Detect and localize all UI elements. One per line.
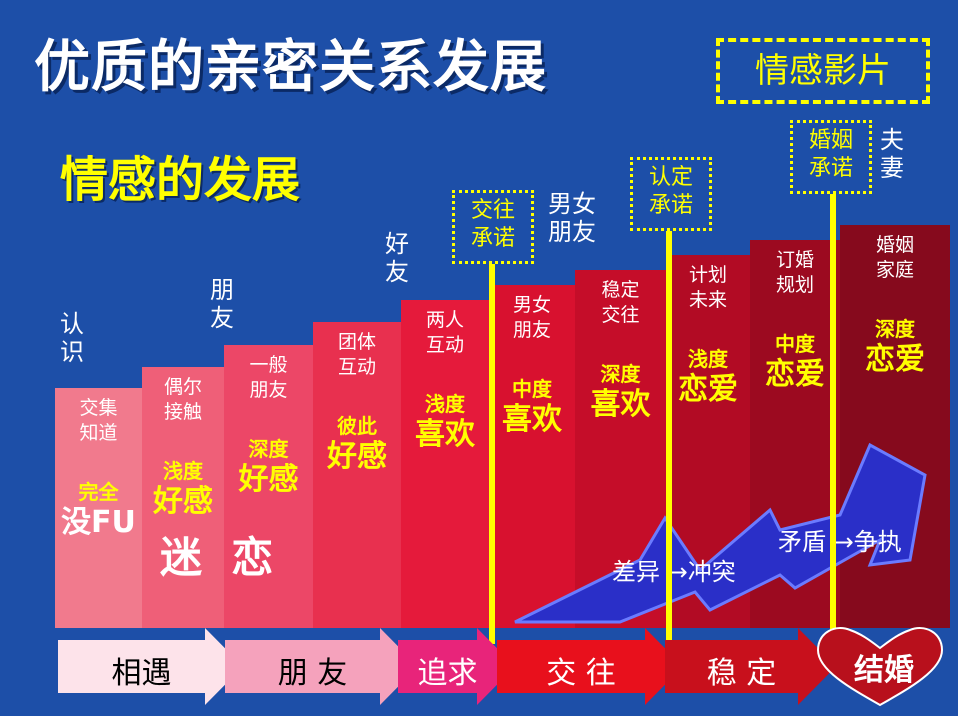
column-feeling: 没FU: [61, 505, 136, 540]
column-degree: 浅度: [425, 392, 465, 416]
column-degree: 彼此: [337, 414, 377, 438]
stage-label-spouse: 夫 妻: [880, 126, 904, 182]
stage-label-good-friend: 好 友: [385, 230, 409, 286]
column-feeling: 恋爱: [865, 342, 925, 377]
column-feeling: 好感: [238, 462, 299, 497]
stage-label-acquaint: 认 识: [60, 310, 84, 366]
emotion-column: [55, 388, 142, 628]
stage-arrow: [816, 627, 944, 707]
commitment-marriage: 婚姻 承诺: [790, 120, 872, 194]
column-feeling: 喜欢: [415, 417, 475, 452]
stage-label-friend: 朋 友: [210, 276, 234, 332]
column-desc: 婚姻 家庭: [875, 234, 914, 281]
infatuation-label: 迷 恋: [160, 533, 274, 582]
column-degree: 中度: [512, 377, 552, 401]
stage-arrow: [58, 628, 243, 705]
commitment-confirm: 认定 承诺: [630, 157, 712, 231]
column-desc: 男女 朋友: [512, 294, 551, 341]
column-desc: 偶尔 接触: [163, 376, 202, 423]
stage-label-couple: 男女 朋友: [548, 190, 596, 246]
stage-arrow-label: 追求: [417, 656, 478, 691]
emotion-column: [224, 345, 313, 628]
emotion-column: [313, 322, 401, 628]
commitment-line-1: [489, 264, 495, 644]
column-feeling: 恋爱: [678, 372, 738, 407]
stage-arrow: [398, 628, 515, 705]
column-desc: 订婚 规划: [775, 249, 814, 296]
conflict-text-2: 矛盾 →争执: [778, 528, 902, 556]
commitment-line-2: [666, 231, 672, 644]
conflict-arrow-shape: [514, 442, 927, 624]
stage-arrow-label: 稳 定: [706, 656, 777, 691]
column-degree: 完全: [78, 480, 119, 504]
column-desc: 两人 互动: [425, 309, 464, 356]
column-degree: 深度: [875, 317, 915, 341]
column-desc: 稳定 交往: [601, 279, 640, 326]
column-degree: 中度: [775, 332, 815, 356]
stage-arrow-label: 相遇: [111, 656, 172, 691]
stage-arrow-label: 结婚: [854, 653, 914, 688]
column-desc: 团体 互动: [337, 331, 376, 378]
stage-arrow: [225, 628, 418, 705]
stage-arrow-label: 交 往: [546, 656, 616, 691]
column-degree: 浅度: [688, 347, 728, 371]
column-feeling: 喜欢: [502, 402, 562, 437]
column-degree: 深度: [600, 362, 641, 386]
film-tag: 情感影片: [716, 38, 930, 104]
stage-arrow: [497, 628, 683, 705]
emotion-column: [489, 285, 575, 628]
stage-arrow: [665, 628, 836, 705]
column-feeling: 好感: [327, 439, 387, 474]
column-degree: 浅度: [163, 459, 203, 483]
column-desc: 一般 朋友: [249, 354, 288, 401]
emotion-column: [142, 367, 224, 628]
column-feeling: 好感: [153, 484, 213, 519]
column-feeling: 恋爱: [765, 357, 825, 392]
conflict-text-1: 差异 →冲突: [612, 558, 736, 586]
column-desc: 交集 知道: [79, 397, 118, 444]
column-degree: 深度: [248, 437, 289, 461]
stage-arrow-label: 朋 友: [277, 656, 348, 691]
commitment-dating: 交往 承诺: [452, 190, 534, 264]
column-feeling: 喜欢: [590, 387, 651, 422]
commitment-line-3: [830, 194, 836, 644]
emotion-column: [401, 300, 489, 628]
column-desc: 计划 未来: [688, 264, 727, 311]
section-subtitle: 情感的发展: [60, 152, 301, 208]
page-title: 优质的亲密关系发展: [34, 35, 547, 100]
